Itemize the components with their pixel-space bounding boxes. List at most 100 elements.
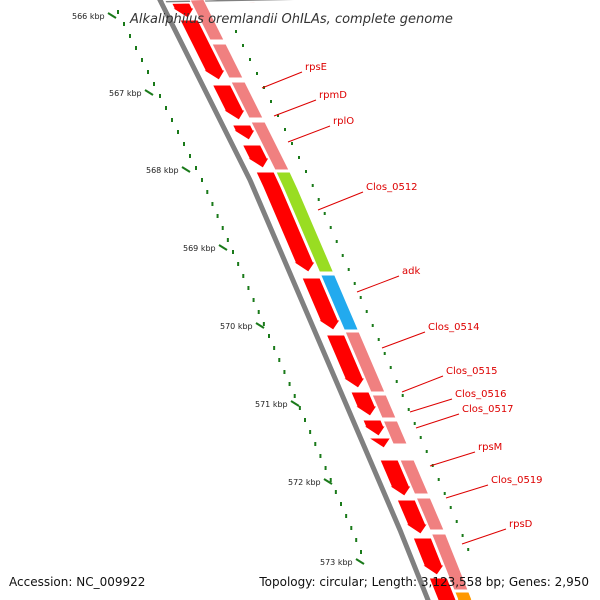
ruler-minor-tick — [283, 370, 286, 374]
ruler-minor-tick — [314, 442, 317, 446]
ruler-right-tick — [359, 296, 362, 299]
ruler-minor-tick — [183, 142, 185, 146]
ruler-minor-tick — [334, 490, 337, 494]
feature-block — [319, 274, 360, 331]
ruler-minor-tick — [171, 118, 173, 122]
ruler-minor-tick — [226, 238, 229, 242]
label-leader-line — [287, 125, 331, 143]
ruler-minor-tick — [288, 382, 291, 386]
ruler-minor-tick — [237, 262, 240, 266]
ruler-minor-tick — [189, 154, 191, 158]
ruler-right-tick — [277, 114, 279, 117]
cds-arrow — [170, 0, 409, 19]
label-leader-line — [409, 398, 453, 413]
feature-block — [454, 591, 473, 600]
genome-summary: Topology: circular; Length: 3,123,558 bp… — [258, 575, 589, 589]
ruler-right-tick — [461, 534, 464, 537]
ruler-right-tick — [311, 184, 314, 187]
major-tick-mark — [144, 89, 154, 96]
major-tick-mark — [323, 478, 333, 485]
ruler-right-tick — [437, 478, 440, 481]
feature-tracks — [157, 0, 473, 600]
feature-block — [189, 0, 225, 41]
ruler-right-tick — [383, 352, 386, 355]
map-title: Alkaliphilus oremlandii OhILAs, complete… — [129, 12, 453, 27]
cds-arrow — [325, 334, 366, 389]
ruler-minor-tick — [268, 334, 270, 338]
ruler-right-tick — [270, 100, 272, 103]
feature-block — [430, 533, 469, 591]
label-leader-line — [317, 191, 364, 211]
ruler-minor-tick — [293, 394, 296, 398]
ruler-minor-tick — [355, 538, 358, 542]
major-tick-mark — [290, 400, 300, 407]
ruler-right-tick — [329, 226, 332, 229]
ruler-right-tick — [377, 338, 380, 341]
gene-label: rpsE — [305, 62, 327, 73]
ruler-minor-tick — [252, 298, 255, 302]
tick-label: 571 kbp — [255, 400, 288, 409]
ruler-right-tick — [467, 548, 470, 551]
tick-label: 566 kbp — [72, 12, 105, 21]
cds-arrow — [396, 499, 429, 535]
cds-arrow — [179, 19, 226, 81]
ruler-right-tick — [317, 198, 320, 201]
cds-arrow — [301, 277, 341, 331]
gene-label: Clos_0515 — [446, 366, 498, 377]
coordinate-ruler: 566 kbp 567 kbp 568 kbp 569 kbp 570 kbp 571 k… — [72, 10, 470, 567]
label-leader-line — [429, 451, 476, 467]
ruler-minor-tick — [340, 502, 342, 506]
tick-label: 567 kbp — [109, 89, 142, 98]
label-leader-line — [381, 331, 426, 349]
ruler-right-tick — [425, 450, 428, 453]
tick-label: 569 kbp — [183, 244, 216, 253]
feature-block — [211, 43, 244, 79]
tick-label: 572 kbp — [288, 478, 321, 487]
cds-arrow — [379, 459, 413, 497]
ruler-minor-tick — [350, 526, 353, 530]
ruler-minor-tick — [165, 106, 167, 110]
ruler-right-tick — [371, 324, 374, 327]
ruler-minor-tick — [304, 418, 306, 422]
label-leader-line — [445, 484, 489, 499]
ruler-minor-tick — [273, 346, 276, 350]
ruler-minor-tick — [324, 466, 327, 470]
ruler-minor-tick — [298, 406, 301, 410]
cds-arrow — [241, 144, 270, 169]
ruler-right-tick — [413, 422, 416, 425]
gene-label: Clos_0516 — [455, 389, 507, 400]
ruler-right-tick — [235, 30, 237, 33]
cds-arrow — [428, 577, 460, 600]
ruler-right-tick — [395, 380, 398, 383]
ruler-minor-tick — [242, 274, 245, 278]
ruler-right-tick — [401, 394, 404, 397]
cds-arrow — [350, 391, 378, 417]
ruler-minor-tick — [247, 286, 250, 290]
tick-label: 568 kbp — [146, 166, 179, 175]
ruler-right-tick — [256, 72, 258, 75]
ruler-right-tick — [419, 436, 422, 439]
ruler-minor-tick — [211, 202, 214, 206]
gene-label: Clos_0514 — [428, 322, 480, 333]
ruler-minor-tick — [153, 82, 155, 86]
feature-block — [250, 121, 290, 171]
cds-arrow — [366, 437, 392, 449]
ruler-minor-tick — [221, 226, 224, 230]
gene-label: rpsD — [509, 519, 533, 530]
gene-label: Clos_0512 — [366, 182, 418, 193]
ruler-right-tick — [443, 492, 446, 495]
ruler-minor-tick — [206, 190, 209, 194]
tick-label: 570 kbp — [220, 322, 253, 331]
cds-arrow — [412, 537, 445, 576]
gene-label: rplO — [333, 116, 354, 127]
label-leader-line — [261, 71, 303, 89]
ruler-minor-tick — [195, 166, 197, 170]
backbone-gap — [162, 0, 433, 600]
ruler-minor-tick — [129, 34, 131, 38]
feature-block — [415, 497, 445, 531]
feature-block — [275, 171, 335, 273]
feature-block — [371, 394, 397, 419]
ruler-right-tick — [323, 212, 326, 215]
